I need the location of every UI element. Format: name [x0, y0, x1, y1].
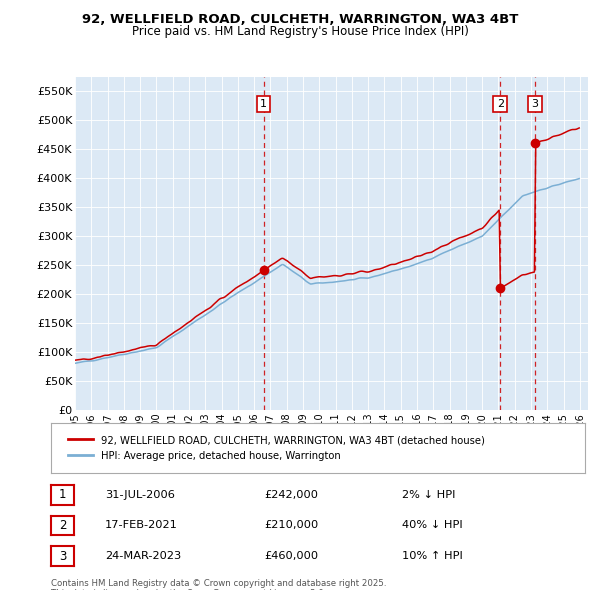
Text: 17-FEB-2021: 17-FEB-2021	[105, 520, 178, 530]
Text: 2: 2	[59, 519, 66, 532]
Text: 92, WELLFIELD ROAD, CULCHETH, WARRINGTON, WA3 4BT: 92, WELLFIELD ROAD, CULCHETH, WARRINGTON…	[82, 13, 518, 26]
Text: 40% ↓ HPI: 40% ↓ HPI	[402, 520, 463, 530]
Legend: 92, WELLFIELD ROAD, CULCHETH, WARRINGTON, WA3 4BT (detached house), HPI: Average: 92, WELLFIELD ROAD, CULCHETH, WARRINGTON…	[61, 428, 492, 468]
Text: 31-JUL-2006: 31-JUL-2006	[105, 490, 175, 500]
Text: 1: 1	[260, 99, 267, 109]
Text: 2% ↓ HPI: 2% ↓ HPI	[402, 490, 455, 500]
Text: Price paid vs. HM Land Registry's House Price Index (HPI): Price paid vs. HM Land Registry's House …	[131, 25, 469, 38]
Text: Contains HM Land Registry data © Crown copyright and database right 2025.
This d: Contains HM Land Registry data © Crown c…	[51, 579, 386, 590]
Text: 24-MAR-2023: 24-MAR-2023	[105, 551, 181, 561]
Text: £242,000: £242,000	[264, 490, 318, 500]
Text: £460,000: £460,000	[264, 551, 318, 561]
Text: 2: 2	[497, 99, 504, 109]
Text: 1: 1	[59, 489, 66, 502]
Text: £210,000: £210,000	[264, 520, 318, 530]
Text: 10% ↑ HPI: 10% ↑ HPI	[402, 551, 463, 561]
Text: 3: 3	[531, 99, 538, 109]
Text: 3: 3	[59, 550, 66, 563]
